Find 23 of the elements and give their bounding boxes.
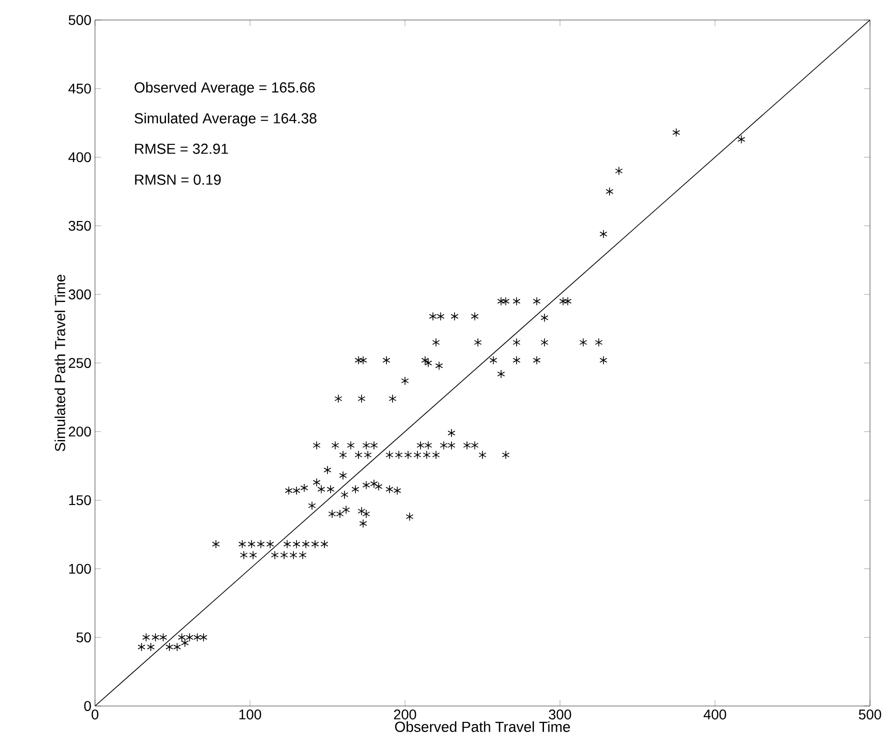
y-tick-label: 200 bbox=[68, 426, 91, 437]
y-tick-label: 450 bbox=[68, 84, 91, 94]
y-tick-label: 250 bbox=[68, 358, 91, 368]
x-axis-title: Observed Path Travel Time bbox=[395, 721, 570, 732]
y-tick-label: 500 bbox=[68, 15, 91, 25]
y-tick-label: 150 bbox=[69, 495, 91, 506]
x-tick-label: 100 bbox=[239, 710, 262, 720]
annotation: Observed Average = 165.66 bbox=[134, 82, 315, 96]
y-axis-title: Simulated Path Travel Time bbox=[54, 274, 66, 452]
x-tick-label: 0 bbox=[92, 710, 98, 720]
annotation: RMSE = 32.91 bbox=[135, 144, 228, 154]
x-tick-label: 200 bbox=[394, 710, 416, 720]
y-tick-label: 0 bbox=[84, 701, 91, 711]
y-tick-label: 50 bbox=[76, 632, 91, 642]
y-tick-label: 400 bbox=[68, 152, 91, 162]
y-tick-label: 300 bbox=[68, 289, 91, 300]
x-tick-label: 400 bbox=[704, 710, 726, 720]
annotation: RMSN = 0.19 bbox=[135, 174, 221, 185]
x-tick-label: 500 bbox=[858, 710, 882, 720]
y-tick-label: 100 bbox=[69, 564, 91, 574]
x-tick-label: 300 bbox=[548, 710, 572, 720]
y-tick-label: 350 bbox=[68, 220, 91, 231]
annotation: Simulated Average = 164.38 bbox=[134, 112, 316, 126]
